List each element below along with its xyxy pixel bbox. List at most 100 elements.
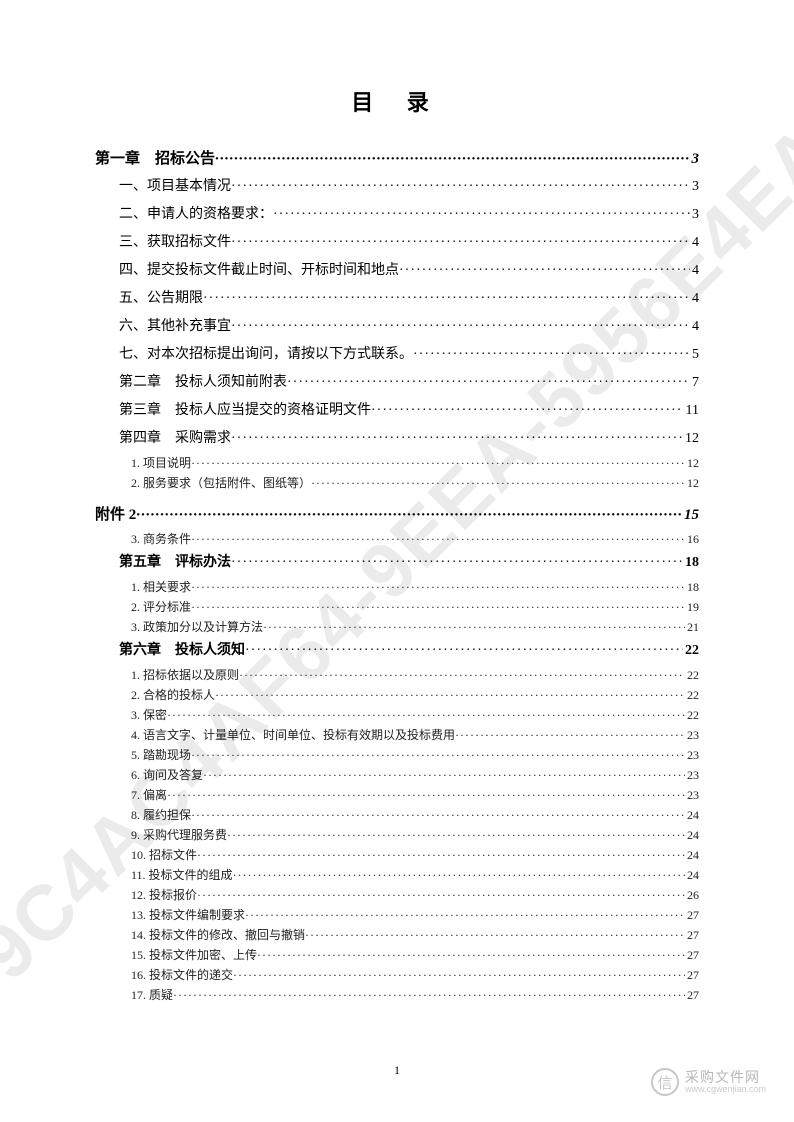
toc-entry-label: 6. 询问及答复 — [131, 765, 203, 785]
toc-entry-page: 3 — [690, 145, 700, 173]
toc-entry: 1. 相关要求 18 — [131, 577, 699, 597]
toc-entry: 17. 质疑 27 — [131, 985, 699, 1005]
toc-leader-dots — [305, 925, 685, 945]
toc-entry-page: 3 — [690, 173, 699, 201]
toc-leader-dots — [215, 685, 685, 705]
toc-entry: 第一章 招标公告 3 — [95, 145, 699, 173]
toc-entry: 10. 招标文件24 — [131, 845, 699, 865]
toc-leader-dots — [371, 397, 684, 425]
toc-entry-page: 21 — [685, 617, 699, 637]
toc-entry: 9. 采购代理服务费 24 — [131, 825, 699, 845]
toc-leader-dots — [245, 637, 683, 665]
toc-entry-label: 14. 投标文件的修改、撤回与撤销 — [131, 925, 305, 945]
toc-entry-label: 16. 投标文件的递交 — [131, 965, 233, 985]
toc-entry-page: 23 — [685, 765, 699, 785]
toc-leader-dots — [231, 549, 683, 577]
toc-entry-page: 22 — [685, 705, 699, 725]
toc-entry-label: 五、公告期限 — [119, 285, 203, 313]
toc-entry-page: 23 — [685, 725, 699, 745]
toc-leader-dots — [263, 617, 685, 637]
toc-leader-dots — [191, 529, 685, 549]
toc-leader-dots — [191, 453, 685, 473]
toc-entry-page: 24 — [685, 845, 699, 865]
toc-leader-dots — [197, 845, 685, 865]
toc-leader-dots — [203, 765, 685, 785]
toc-entry-page: 4 — [690, 313, 699, 341]
toc-entry: 2. 评分标准19 — [131, 597, 699, 617]
toc-leader-dots — [215, 145, 689, 173]
toc-entry-label: 第一章 招标公告 — [95, 145, 215, 173]
toc-entry-page: 23 — [685, 745, 699, 765]
toc-entry-label: 四、提交投标文件截止时间、开标时间和地点 — [119, 257, 399, 285]
toc-leader-dots — [311, 473, 685, 493]
toc-leader-dots — [197, 885, 685, 905]
toc-entry-page: 4 — [690, 257, 699, 285]
toc-leader-dots — [167, 705, 685, 725]
toc-leader-dots — [227, 825, 685, 845]
toc-entry: 1. 招标依据以及原则 22 — [131, 665, 699, 685]
toc-entry-label: 七、对本次招标提出询问，请按以下方式联系。 — [119, 341, 413, 369]
toc-entry: 六、其他补充事宜 4 — [119, 313, 699, 341]
toc-entry-label: 二、申请人的资格要求： — [119, 201, 273, 229]
toc-entry-label: 12. 投标报价 — [131, 885, 197, 905]
toc-leader-dots — [191, 597, 685, 617]
toc-entry-label: 9. 采购代理服务费 — [131, 825, 227, 845]
toc-entry-page: 12 — [685, 453, 699, 473]
toc-entry: 8. 履约担保 24 — [131, 805, 699, 825]
toc-entry-page: 24 — [685, 825, 699, 845]
toc-entry-label: 2. 服务要求（包括附件、图纸等） — [131, 473, 311, 493]
toc-entry: 七、对本次招标提出询问，请按以下方式联系。 5 — [119, 341, 699, 369]
toc-leader-dots — [413, 341, 690, 369]
toc-entry: 五、公告期限4 — [119, 285, 699, 313]
toc-entry-label: 2. 合格的投标人 — [131, 685, 215, 705]
toc-entry: 第四章 采购需求12 — [119, 425, 699, 453]
toc-entry: 14. 投标文件的修改、撤回与撤销27 — [131, 925, 699, 945]
toc-entry: 第六章 投标人须知22 — [119, 637, 699, 665]
toc-entry: 5. 踏勘现场23 — [131, 745, 699, 765]
toc-entry-label: 三、获取招标文件 — [119, 229, 231, 257]
toc-entry-label: 4. 语言文字、计量单位、时间单位、投标有效期以及投标费用 — [131, 725, 455, 745]
toc-leader-dots — [203, 285, 690, 313]
toc-entry-label: 3. 保密 — [131, 705, 167, 725]
page-content: 目 录 第一章 招标公告3一、项目基本情况3二、申请人的资格要求：3三、获取招标… — [0, 0, 794, 1055]
toc-leader-dots — [257, 945, 685, 965]
toc-leader-dots — [173, 985, 685, 1005]
toc-leader-dots — [167, 785, 685, 805]
toc-entry-page: 27 — [685, 985, 699, 1005]
toc-leader-dots — [245, 905, 685, 925]
toc-leader-dots — [191, 805, 685, 825]
toc-leader-dots — [231, 425, 683, 453]
toc-entry-label: 3. 商务条件 — [131, 529, 191, 549]
toc-entry: 一、项目基本情况3 — [119, 173, 699, 201]
toc-entry-label: 1. 相关要求 — [131, 577, 191, 597]
toc-entry-page: 18 — [685, 577, 699, 597]
toc-entry-page: 22 — [685, 665, 699, 685]
toc-entry-page: 5 — [690, 341, 699, 369]
toc-entry-label: 8. 履约担保 — [131, 805, 191, 825]
toc-leader-dots — [191, 577, 685, 597]
toc-entry-page: 24 — [685, 805, 699, 825]
toc-entry: 3. 政策加分以及计算方法21 — [131, 617, 699, 637]
toc-entry-page: 22 — [683, 637, 699, 665]
toc-entry-label: 13. 投标文件编制要求 — [131, 905, 245, 925]
toc-entry-label: 六、其他补充事宜 — [119, 313, 231, 341]
toc-entry-label: 附件 2 — [95, 501, 136, 529]
toc-entry-label: 15. 投标文件加密、上传 — [131, 945, 257, 965]
toc-entry: 第三章 投标人应当提交的资格证明文件11 — [119, 397, 699, 425]
toc-entry-page: 4 — [690, 229, 699, 257]
toc-entry-label: 2. 评分标准 — [131, 597, 191, 617]
toc-entry-label: 1. 项目说明 — [131, 453, 191, 473]
toc-leader-dots — [287, 369, 690, 397]
footer-badge-icon: 信 — [651, 1068, 679, 1096]
toc-entry-page: 23 — [685, 785, 699, 805]
toc-entry-label: 第四章 采购需求 — [119, 425, 231, 453]
toc-entry: 12. 投标报价26 — [131, 885, 699, 905]
toc-leader-dots — [136, 501, 682, 529]
toc-leader-dots — [399, 257, 690, 285]
toc-entry-label: 17. 质疑 — [131, 985, 173, 1005]
toc-entry: 四、提交投标文件截止时间、开标时间和地点 4 — [119, 257, 699, 285]
toc-entry-label: 1. 招标依据以及原则 — [131, 665, 239, 685]
toc-entry: 6. 询问及答复 23 — [131, 765, 699, 785]
toc-leader-dots — [231, 313, 690, 341]
toc-entry: 第五章 评标办法18 — [119, 549, 699, 577]
